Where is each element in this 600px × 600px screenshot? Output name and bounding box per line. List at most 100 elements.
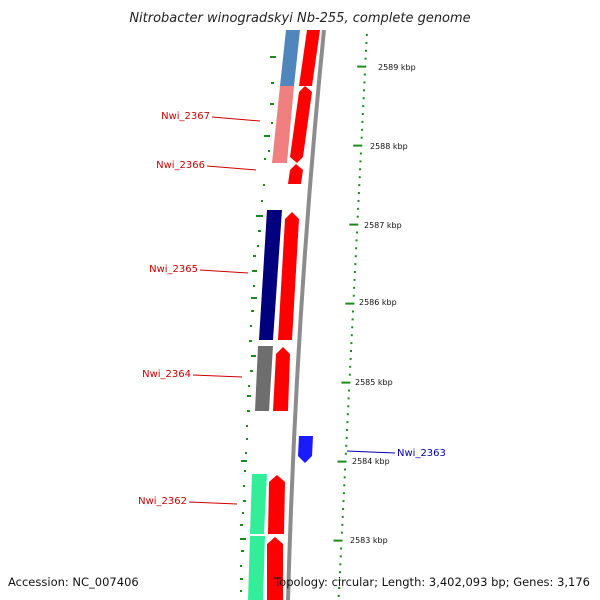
gene-track	[267, 30, 320, 600]
minor-tick	[362, 105, 365, 108]
gc-dash	[240, 578, 243, 580]
gc-dash	[246, 425, 248, 427]
minor-tick	[352, 294, 355, 297]
minor-tick	[365, 49, 368, 52]
gc-dash	[253, 255, 256, 257]
gene-labels: Nwi_2367 Nwi_2366 Nwi_2365 Nwi_2364 Nwi_…	[138, 111, 446, 507]
minor-tick	[346, 429, 349, 431]
backbone-arc	[286, 29, 326, 600]
minor-tick	[363, 81, 366, 84]
minor-tick	[353, 271, 356, 273]
major-tick	[349, 223, 359, 226]
minor-tick	[337, 594, 340, 597]
minor-tick	[364, 57, 367, 60]
gc-dash	[245, 452, 247, 454]
cog-bar-aqua-2	[248, 536, 265, 600]
gene-arrow-nwi2364	[273, 347, 290, 411]
minor-tick	[343, 484, 346, 487]
major-tick	[337, 460, 347, 463]
minor-tick	[358, 176, 361, 179]
minor-tick	[365, 34, 368, 36]
leader-line	[199, 269, 249, 274]
gene-label-nwi2363: Nwi_2363	[397, 448, 446, 459]
gc-dash	[261, 200, 263, 202]
gc-dash	[241, 460, 247, 462]
minor-tick	[359, 160, 362, 163]
minor-tick	[365, 41, 368, 44]
minor-tick	[355, 247, 358, 250]
gc-dash	[241, 550, 244, 552]
minor-tick	[344, 468, 347, 471]
minor-tick	[345, 436, 348, 439]
minor-tick	[338, 579, 341, 582]
gene-arrow-nwi2366	[288, 164, 303, 184]
minor-tick	[353, 278, 356, 281]
major-tick	[333, 539, 343, 542]
minor-tick	[349, 365, 352, 368]
minor-tick	[354, 263, 357, 266]
leader-line	[206, 165, 257, 171]
gc-dash	[251, 355, 256, 357]
gc-dash	[248, 385, 250, 387]
minor-tick	[357, 207, 360, 210]
minor-tick	[353, 286, 356, 289]
gc-dash	[243, 485, 245, 487]
gc-dash	[244, 470, 246, 472]
gc-dash	[271, 122, 273, 124]
gc-dash	[240, 524, 243, 526]
minor-tick	[350, 342, 353, 345]
gc-dash	[251, 310, 254, 312]
gc-dash	[264, 158, 266, 160]
minor-tick	[363, 89, 366, 92]
cog-bar-aqua-1	[250, 474, 267, 534]
gc-dash	[264, 135, 270, 137]
cog-bar-steelblue	[280, 30, 300, 86]
gene-label-nwi2365: Nwi_2365	[149, 264, 198, 275]
minor-tick	[348, 373, 351, 376]
gene-label-nwi2364: Nwi_2364	[142, 369, 191, 380]
minor-tick	[359, 152, 362, 155]
gc-dash	[263, 184, 265, 186]
minor-tick	[342, 508, 345, 510]
minor-tick	[348, 389, 351, 392]
leader-line	[211, 116, 261, 122]
minor-tick	[343, 476, 346, 479]
gene-arrow-top	[299, 30, 320, 86]
cog-track	[248, 30, 300, 600]
major-tick	[353, 144, 363, 147]
gc-dash	[256, 215, 263, 217]
gene-label-nwi2367: Nwi_2367	[161, 111, 210, 122]
leader-line	[346, 450, 396, 454]
cog-bar-gray	[255, 346, 273, 411]
gc-dash	[247, 395, 251, 397]
minor-tick	[357, 199, 360, 202]
minor-tick	[346, 421, 349, 424]
minor-tick	[360, 136, 363, 139]
minor-tick	[342, 492, 345, 495]
gc-dash	[258, 230, 261, 232]
minor-tick	[355, 231, 358, 234]
minor-tick	[363, 73, 366, 76]
tick-label: 2588 kbp	[370, 142, 408, 151]
accession-text: Accession: NC_007406	[8, 575, 139, 589]
gc-dash	[242, 512, 244, 514]
gene-label-nwi2366: Nwi_2366	[156, 160, 205, 171]
minor-tick	[362, 97, 365, 100]
gc-dash	[250, 325, 252, 327]
major-tick	[357, 65, 367, 68]
major-tick	[345, 302, 355, 305]
gc-dash	[270, 56, 276, 58]
minor-tick	[344, 452, 347, 455]
gene-arrow-nwi2365	[278, 212, 299, 340]
major-tick	[341, 381, 351, 384]
minor-tick	[359, 168, 362, 171]
minor-tick	[340, 547, 343, 550]
minor-tick	[340, 531, 343, 534]
minor-tick	[358, 184, 361, 187]
gc-dash	[249, 340, 252, 342]
gene-arrow-nwi2367	[290, 86, 312, 163]
minor-tick	[341, 523, 344, 526]
gc-dash	[240, 590, 242, 592]
minor-tick	[350, 350, 352, 352]
